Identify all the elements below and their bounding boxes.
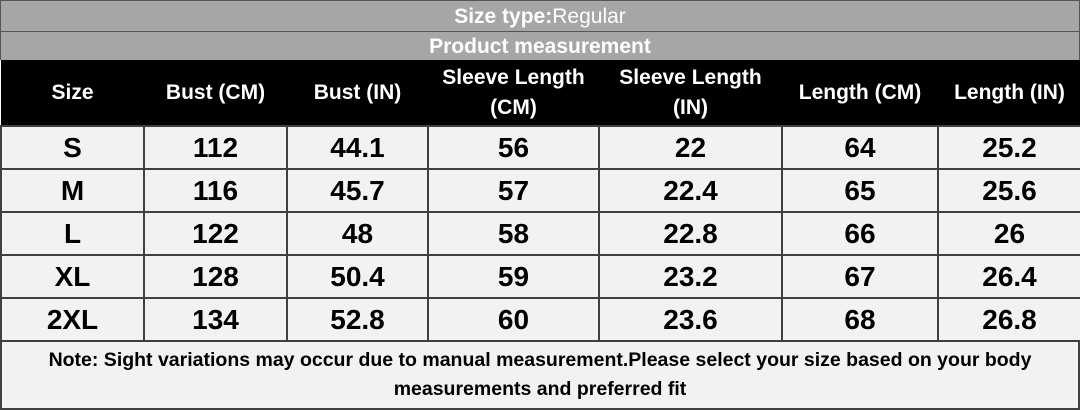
size-table: Size Bust (CM) Bust (IN) Sleeve Length (CM)… <box>0 60 1080 342</box>
value-cell: 48 <box>286 211 429 256</box>
column-header: Bust (CM) <box>143 60 288 127</box>
table-row: M 116 45.7 57 22.4 65 25.6 <box>0 168 1080 213</box>
value-cell: 64 <box>781 125 939 170</box>
size-cell: M <box>0 168 145 213</box>
value-cell: 26.8 <box>937 297 1080 342</box>
value-cell: 134 <box>143 297 288 342</box>
value-cell: 50.4 <box>286 254 429 299</box>
size-cell: 2XL <box>0 297 145 342</box>
value-cell: 57 <box>427 168 600 213</box>
size-cell: L <box>0 211 145 256</box>
size-cell: XL <box>0 254 145 299</box>
value-cell: 45.7 <box>286 168 429 213</box>
value-cell: 65 <box>781 168 939 213</box>
table-row: L 122 48 58 22.8 66 26 <box>0 211 1080 256</box>
column-header: Size <box>0 60 145 127</box>
size-cell: S <box>0 125 145 170</box>
value-cell: 59 <box>427 254 600 299</box>
table-row: 2XL 134 52.8 60 23.6 68 26.8 <box>0 297 1080 342</box>
value-cell: 67 <box>781 254 939 299</box>
column-header: Sleeve Length (IN) <box>598 60 783 127</box>
value-cell: 22.8 <box>598 211 783 256</box>
value-cell: 26 <box>937 211 1080 256</box>
title-bar: Size type:Regular <box>0 0 1080 31</box>
column-header: Bust (IN) <box>286 60 429 127</box>
value-cell: 22 <box>598 125 783 170</box>
value-cell: 25.6 <box>937 168 1080 213</box>
value-cell: 66 <box>781 211 939 256</box>
value-cell: 56 <box>427 125 600 170</box>
value-cell: 23.6 <box>598 297 783 342</box>
value-cell: 52.8 <box>286 297 429 342</box>
title-value: Regular <box>552 5 626 28</box>
value-cell: 68 <box>781 297 939 342</box>
column-header: Length (CM) <box>781 60 939 127</box>
value-cell: 25.2 <box>937 125 1080 170</box>
value-cell: 23.2 <box>598 254 783 299</box>
column-header: Sleeve Length (CM) <box>427 60 600 127</box>
value-cell: 112 <box>143 125 288 170</box>
value-cell: 22.4 <box>598 168 783 213</box>
note: Note: Sight variations may occur due to … <box>0 342 1080 410</box>
value-cell: 58 <box>427 211 600 256</box>
value-cell: 44.1 <box>286 125 429 170</box>
subtitle: Product measurement <box>0 31 1080 60</box>
value-cell: 128 <box>143 254 288 299</box>
value-cell: 122 <box>143 211 288 256</box>
table-row: XL 128 50.4 59 23.2 67 26.4 <box>0 254 1080 299</box>
value-cell: 116 <box>143 168 288 213</box>
value-cell: 26.4 <box>937 254 1080 299</box>
header-row: Size Bust (CM) Bust (IN) Sleeve Length (CM)… <box>0 60 1080 127</box>
table-row: S 112 44.1 56 22 64 25.2 <box>0 125 1080 170</box>
value-cell: 60 <box>427 297 600 342</box>
column-header: Length (IN) <box>937 60 1080 127</box>
title-label: Size type: <box>454 5 553 28</box>
